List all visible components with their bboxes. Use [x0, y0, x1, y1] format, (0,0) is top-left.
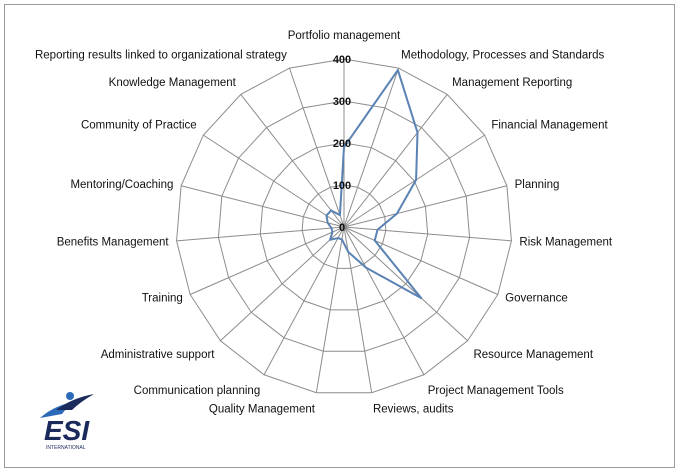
- logo-figure-icon: [40, 392, 94, 418]
- series-point: [347, 251, 349, 253]
- axis-spoke: [220, 226, 345, 342]
- axis-spoke: [176, 226, 345, 242]
- series-point: [416, 131, 419, 134]
- axis-spoke: [240, 94, 345, 228]
- series-point: [331, 231, 334, 233]
- axis-label: Reporting results linked to organization…: [35, 50, 287, 62]
- series-point: [330, 209, 332, 212]
- series-point: [326, 222, 329, 224]
- axis-spoke: [263, 226, 345, 375]
- axis-spoke: [343, 226, 512, 242]
- logo-text: ESI: [44, 415, 90, 446]
- esi-logo: ESI INTERNATIONAL: [36, 388, 116, 452]
- series-point: [396, 212, 398, 215]
- axis-label: Risk Management: [519, 237, 612, 249]
- series-point: [415, 179, 417, 181]
- logo-subtext: INTERNATIONAL: [46, 445, 86, 451]
- axis-spoke: [343, 226, 468, 342]
- series-point: [325, 214, 328, 217]
- series-point: [330, 227, 333, 229]
- axis-label: Planning: [515, 179, 560, 191]
- radar-series: [325, 69, 423, 300]
- axis-label: Portfolio management: [288, 30, 401, 42]
- axis-label: Management Reporting: [452, 77, 572, 89]
- axis-label: Governance: [505, 293, 568, 305]
- axis-spoke: [343, 226, 499, 295]
- axis-spoke: [189, 226, 345, 295]
- grid-ring: [259, 142, 429, 311]
- axis-label: Benefits Management: [57, 237, 170, 249]
- axis-label: Quality Management: [209, 404, 316, 416]
- tick-label: 200: [333, 138, 351, 150]
- axis-label: Knowledge Management: [109, 77, 237, 89]
- series-point: [397, 69, 399, 71]
- tick-label: 300: [333, 96, 351, 108]
- series-point: [339, 214, 341, 216]
- axis-spoke: [343, 67, 400, 228]
- radar-tick-labels: 0 100 200 300 400: [333, 54, 351, 234]
- grid-ring: [176, 58, 512, 394]
- axis-label: Methodology, Processes and Standards: [401, 50, 604, 62]
- series-point: [373, 239, 376, 242]
- radar-grid: [176, 58, 512, 394]
- series-point: [337, 237, 339, 239]
- axis-label: Project Management Tools: [428, 385, 564, 397]
- series-point: [329, 239, 331, 241]
- axis-spoke: [288, 67, 345, 228]
- series-point: [341, 238, 343, 241]
- axis-label: Administrative support: [101, 349, 216, 361]
- axis-label: Financial Management: [491, 120, 608, 132]
- axis-spoke: [343, 185, 507, 228]
- axis-spoke: [343, 226, 425, 375]
- axis-label: Reviews, audits: [373, 404, 454, 416]
- grid-ring: [217, 100, 471, 352]
- axis-label: Mentoring/Coaching: [70, 179, 173, 191]
- axis-spoke: [343, 94, 448, 228]
- series-point: [376, 228, 379, 231]
- tick-label: 100: [333, 180, 351, 192]
- grid-ring: [301, 184, 387, 269]
- series-point: [365, 266, 367, 269]
- axis-spoke: [343, 226, 373, 393]
- axis-label: Community of Practice: [81, 120, 197, 132]
- radar-spokes: [176, 59, 512, 393]
- series-point: [343, 146, 345, 148]
- axis-spoke: [315, 226, 345, 393]
- axis-label: Training: [142, 293, 183, 305]
- axis-spoke: [203, 134, 345, 228]
- axis-spoke: [181, 185, 345, 228]
- axis-label: Communication planning: [134, 385, 261, 397]
- series-point: [420, 297, 423, 299]
- tick-label: 0: [339, 222, 345, 234]
- tick-label: 400: [333, 54, 351, 66]
- axis-label: Resource Management: [473, 349, 593, 361]
- series-line: [325, 69, 423, 300]
